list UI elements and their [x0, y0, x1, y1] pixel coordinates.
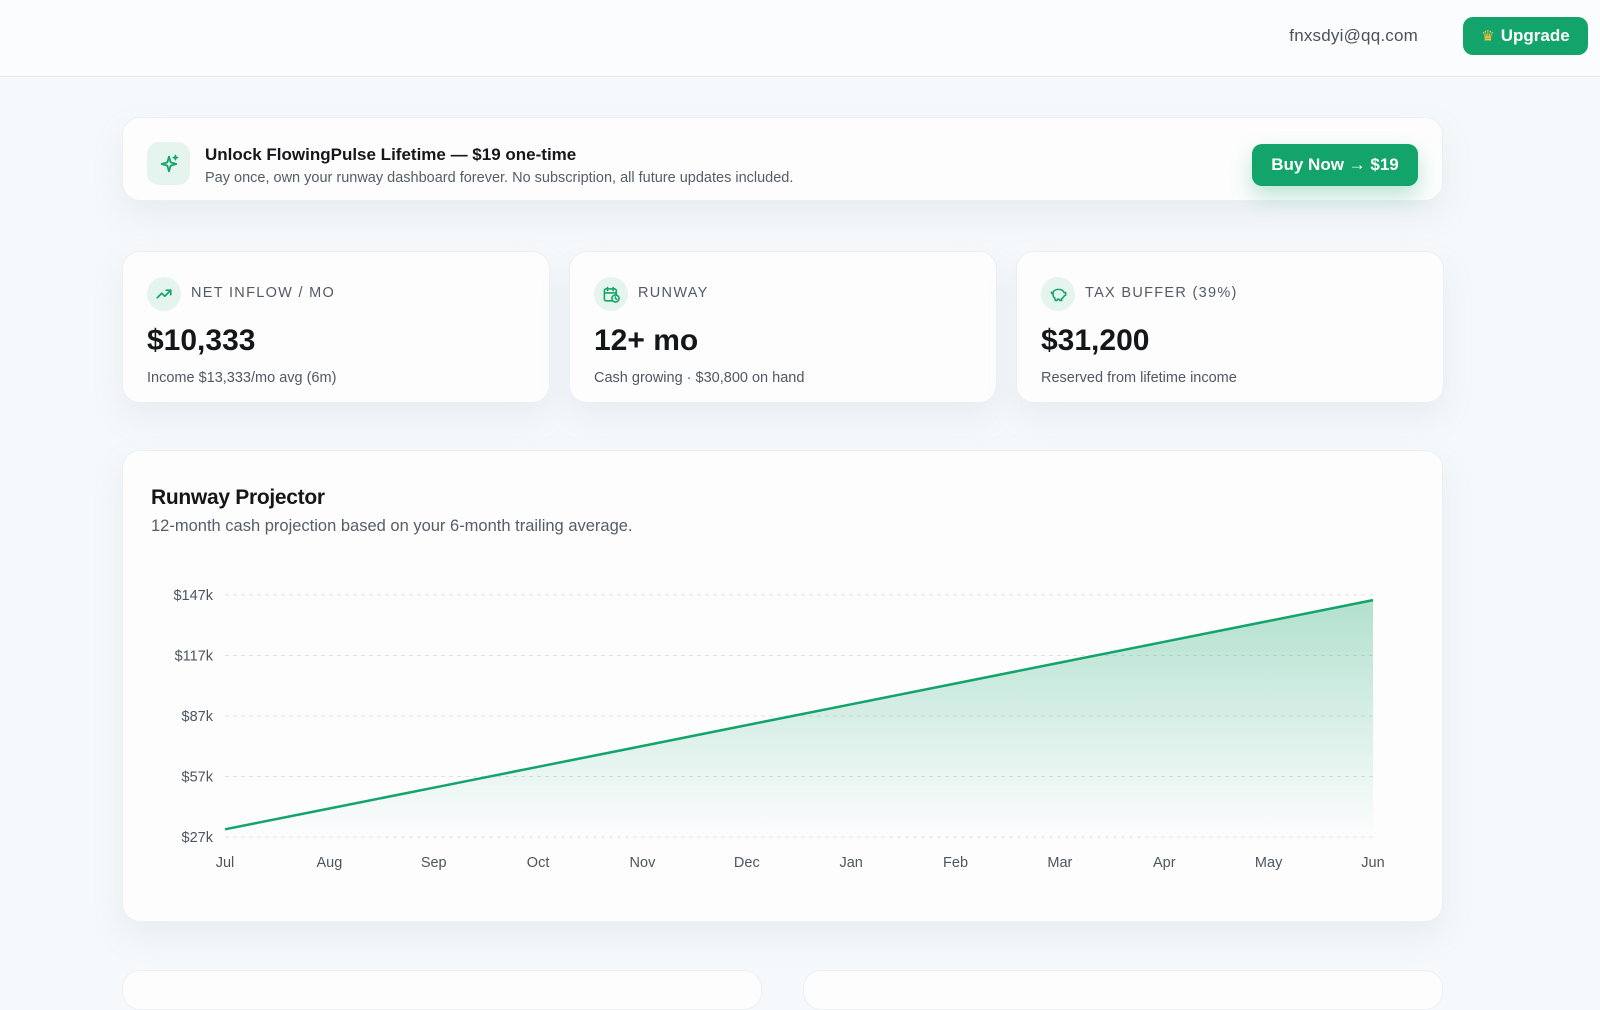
stat-label: RUNWAY — [638, 285, 709, 301]
x-tick-label: Oct — [527, 855, 550, 871]
y-tick-label: $27k — [182, 830, 214, 846]
crown-icon: ♛ — [1481, 27, 1494, 45]
stat-note: Cash growing · $30,800 on hand — [594, 370, 804, 386]
stat-value: $10,333 — [147, 324, 255, 358]
x-tick-label: Dec — [734, 855, 760, 871]
x-tick-label: May — [1255, 855, 1283, 871]
stat-label: TAX BUFFER (39%) — [1085, 285, 1238, 301]
x-tick-label: Jun — [1361, 855, 1384, 871]
x-tick-label: Jul — [216, 855, 235, 871]
y-tick-label: $117k — [175, 649, 214, 665]
x-tick-label: Jan — [839, 855, 862, 871]
user-email: fnxsdyi@qq.com — [1289, 26, 1418, 46]
stat-card-tax-buffer: TAX BUFFER (39%) $31,200 Reserved from l… — [1016, 251, 1444, 403]
promo-subtitle: Pay once, own your runway dashboard fore… — [205, 170, 793, 186]
trend-up-icon — [147, 277, 181, 311]
x-tick-label: Nov — [630, 855, 657, 871]
x-tick-label: Feb — [943, 855, 968, 871]
stat-value: 12+ mo — [594, 324, 698, 358]
stat-note: Income $13,333/mo avg (6m) — [147, 370, 336, 386]
runway-projector-card: Runway Projector 12-month cash projectio… — [122, 450, 1443, 922]
piggy-bank-icon — [1041, 277, 1075, 311]
top-bar: fnxsdyi@qq.com ♛ Upgrade — [0, 0, 1600, 77]
runway-chart: $27k $57k $87k $117k $147k Jul Aug Sep Oct Nov Dec… — [123, 451, 1444, 923]
x-tick-label: Sep — [421, 855, 447, 871]
upgrade-button[interactable]: ♛ Upgrade — [1463, 17, 1588, 55]
stat-value: $31,200 — [1041, 324, 1149, 358]
y-tick-label: $57k — [182, 770, 214, 786]
stat-card-net-inflow: NET INFLOW / MO $10,333 Income $13,333/m… — [122, 251, 550, 403]
stat-note: Reserved from lifetime income — [1041, 370, 1237, 386]
sparkles-icon — [147, 142, 190, 185]
promo-title: Unlock FlowingPulse Lifetime — $19 one-t… — [205, 145, 576, 165]
x-tick-label: Aug — [316, 855, 342, 871]
calendar-clock-icon — [594, 277, 628, 311]
buy-now-button[interactable]: Buy Now → $19 — [1252, 144, 1418, 186]
x-tick-label: Mar — [1047, 855, 1072, 871]
x-tick-label: Apr — [1153, 855, 1176, 871]
lower-card-left — [122, 970, 762, 1010]
upgrade-label: Upgrade — [1501, 26, 1570, 46]
lower-card-right — [803, 970, 1443, 1010]
stat-card-runway: RUNWAY 12+ mo Cash growing · $30,800 on … — [569, 251, 997, 403]
y-tick-label: $87k — [182, 709, 214, 725]
y-tick-label: $147k — [173, 588, 213, 604]
lifetime-promo-banner: Unlock FlowingPulse Lifetime — $19 one-t… — [122, 117, 1443, 201]
stat-label: NET INFLOW / MO — [191, 285, 335, 301]
